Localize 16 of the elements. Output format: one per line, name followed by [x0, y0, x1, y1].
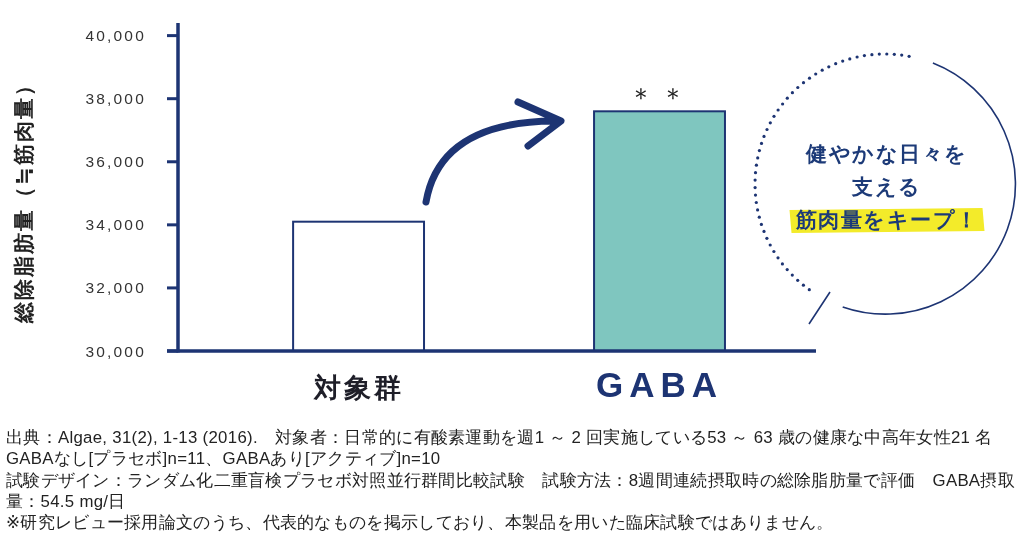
- y-tick-label: 36,000: [85, 153, 146, 171]
- text: 試験デザイン：ランダム化二重盲検プラセボ対照並行群間比較試験 試験方法：8週間連続摂取時の総除脂肪量で評価 GABA摂取量：54.5 mg/日: [6, 470, 1015, 511]
- y-tick-label: 40,000: [85, 27, 146, 45]
- text: ※研究レビュー採用論文のうち、代表的なものを掲示しており、本製品を用いた臨床試験ではありません。: [6, 513, 834, 533]
- y-tick-label: 34,000: [85, 216, 146, 234]
- annotation: ＊＊: [627, 82, 692, 113]
- text: GABAなし[プラセボ]n=11、GABAあり[アクティブ]n=10: [6, 449, 441, 469]
- y-axis-title: 総除脂肪量（≒筋肉量）: [12, 73, 35, 324]
- x-tick-label: 対象群: [312, 373, 404, 403]
- x-tick-label: GABA: [595, 365, 724, 404]
- annotation: 健やかな日々を: [805, 142, 968, 166]
- text: 支える: [851, 175, 922, 198]
- source-note: 出典：Algae, 31(2), 1-13 (2016). 対象者：日常的に有酸素運動を週1 ～ 2 回実施している53 ～ 63 歳の健康な中高年女性21 名: [6, 428, 993, 447]
- y-tick-label: 32,000: [85, 279, 146, 297]
- y-tick-label: 30,000: [85, 342, 146, 360]
- y-tick-label: 38,000: [85, 90, 146, 108]
